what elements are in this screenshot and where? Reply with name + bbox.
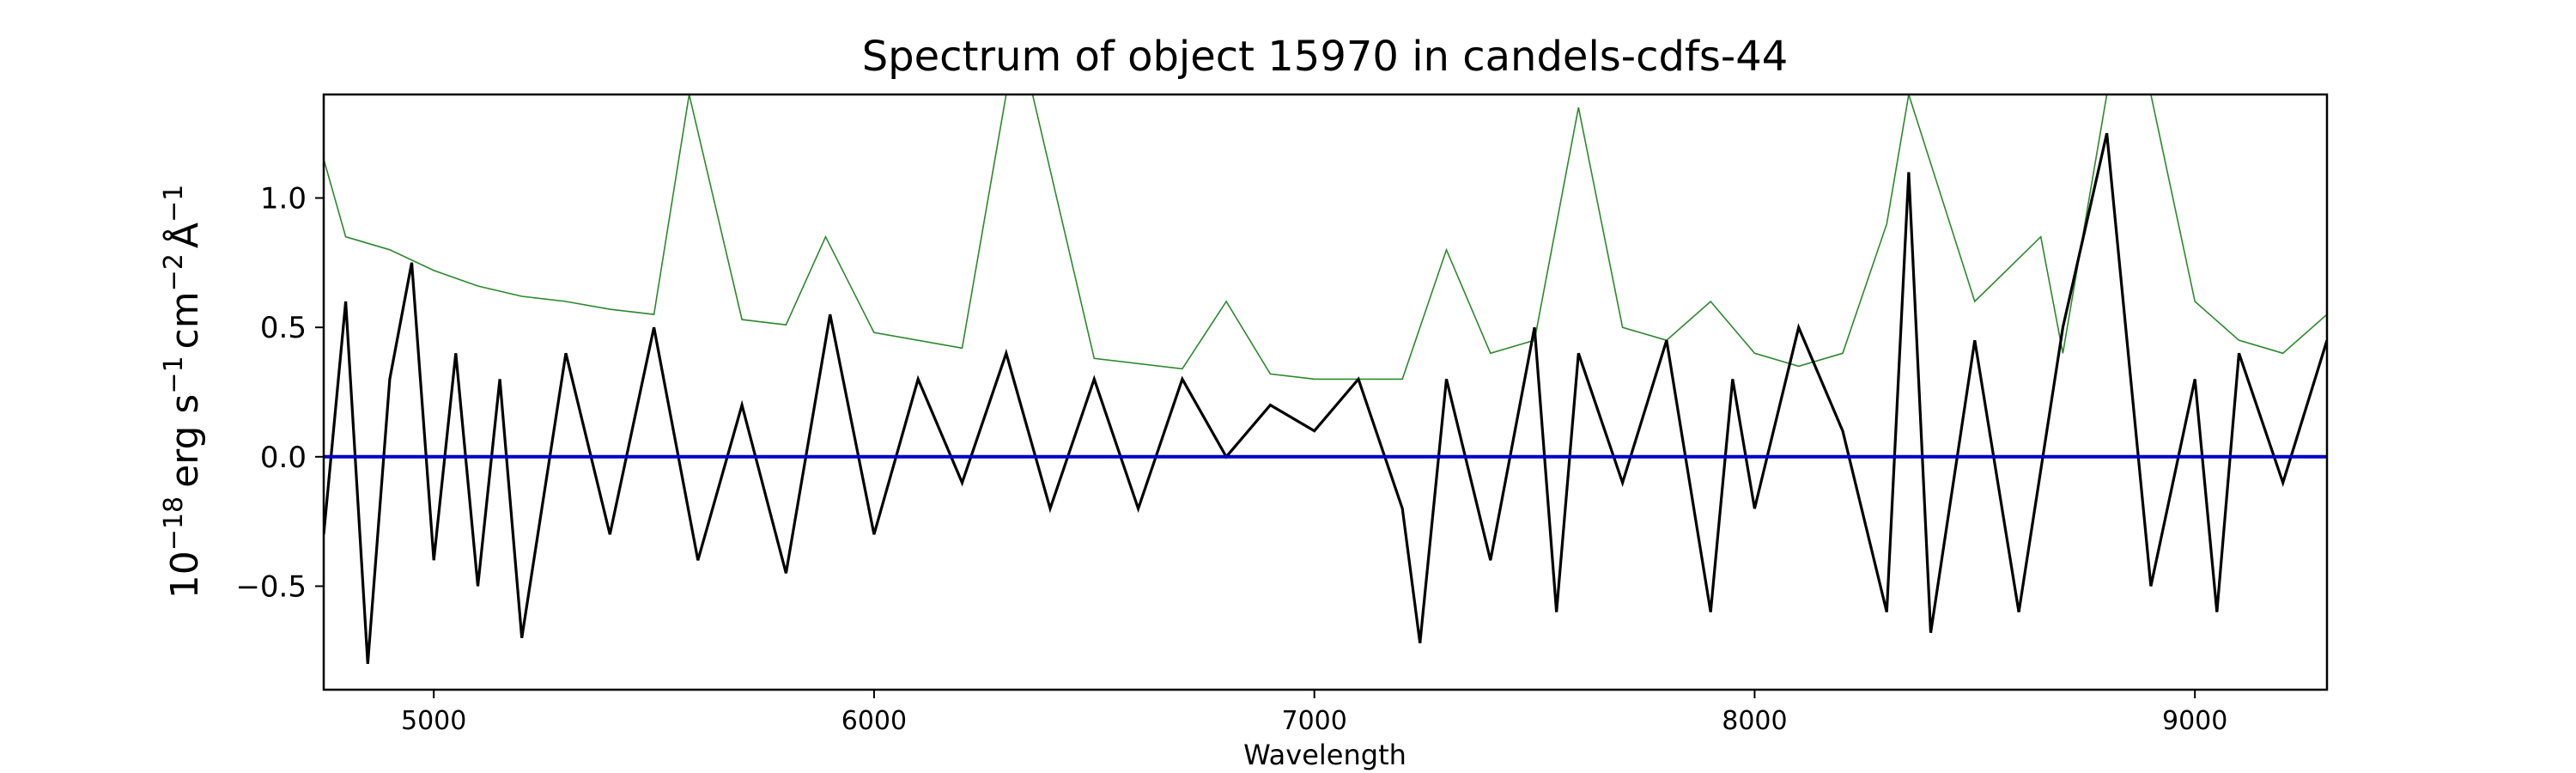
y-axis-label: 10−18erg s−1cm−2Å−1 bbox=[159, 185, 207, 599]
x-axis-ticks: 5000 6000 7000 8000 9000 bbox=[401, 690, 2227, 736]
plot-frame bbox=[322, 93, 2329, 691]
y-tick-label: 0.0 bbox=[260, 441, 307, 475]
x-tick-label: 7000 bbox=[1282, 706, 1347, 736]
x-axis-label: Wavelength bbox=[1243, 739, 1406, 771]
y-tick-label: 1.0 bbox=[260, 182, 307, 216]
y-tick-label: 0.5 bbox=[260, 311, 307, 345]
x-tick-label: 6000 bbox=[841, 706, 907, 736]
flux-spectrum-line bbox=[324, 132, 2327, 665]
x-tick-label: 8000 bbox=[1722, 706, 1787, 736]
y-tick-label: −0.5 bbox=[235, 569, 307, 604]
y-axis-ticks: −0.5 0.0 0.5 1.0 bbox=[235, 182, 324, 604]
error-spectrum-line bbox=[324, 94, 2327, 380]
chart-title: Spectrum of object 15970 in candels-cdfs… bbox=[862, 33, 1789, 81]
x-tick-label: 5000 bbox=[401, 706, 466, 736]
x-tick-label: 9000 bbox=[2162, 706, 2227, 736]
